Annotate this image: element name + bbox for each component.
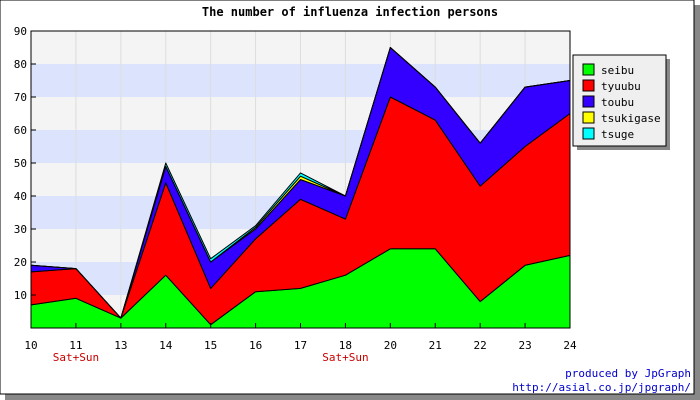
y-tick-label: 90 — [14, 25, 27, 38]
category-note: Sat+Sun — [322, 351, 368, 364]
y-tick-label: 40 — [14, 190, 27, 203]
x-axis: 10 11 13 14 15 16 17 18 20 21 22 23 24 — [24, 323, 577, 352]
x-tick-label: 24 — [563, 339, 577, 352]
x-tick-label: 20 — [384, 339, 397, 352]
x-tick-label: 15 — [204, 339, 217, 352]
legend-swatch — [582, 127, 595, 140]
legend: seibu tyuubu toubu tsukigase tsuge — [572, 54, 670, 150]
legend-swatch — [582, 63, 595, 76]
x-tick-label: 14 — [159, 339, 173, 352]
y-tick-label: 10 — [14, 289, 27, 302]
y-tick-label: 60 — [14, 124, 27, 137]
chart-title: The number of influenza infection person… — [202, 5, 498, 19]
y-axis: 10 20 30 40 50 60 70 80 90 — [14, 25, 36, 302]
x-tick-label: 21 — [429, 339, 442, 352]
legend-label: tsukigase — [601, 112, 661, 125]
credit-line-1: produced by JpGraph — [565, 367, 691, 380]
y-tick-label: 80 — [14, 58, 27, 71]
area-series — [30, 47, 571, 329]
y-tick-label: 70 — [14, 91, 27, 104]
x-tick-label: 16 — [249, 339, 262, 352]
x-tick-label: 17 — [294, 339, 307, 352]
x-tick-label: 22 — [474, 339, 487, 352]
legend-label: tyuubu — [601, 80, 641, 93]
x-tick-label: 10 — [24, 339, 37, 352]
legend-swatch — [582, 111, 595, 124]
x-tick-label: 11 — [69, 339, 82, 352]
legend-label: seibu — [601, 64, 634, 77]
legend-label: toubu — [601, 96, 634, 109]
legend-label: tsuge — [601, 128, 634, 141]
x-tick-label: 23 — [518, 339, 531, 352]
x-tick-label: 18 — [339, 339, 352, 352]
credit-line-2: http://asial.co.jp/jpgraph/ — [512, 381, 691, 394]
y-tick-label: 50 — [14, 157, 27, 170]
legend-swatch — [582, 95, 595, 108]
x-tick-label: 13 — [114, 339, 127, 352]
category-notes: Sat+Sun Sat+Sun — [53, 351, 369, 364]
category-note: Sat+Sun — [53, 351, 99, 364]
legend-swatch — [582, 79, 595, 92]
y-tick-label: 20 — [14, 256, 27, 269]
y-tick-label: 30 — [14, 223, 27, 236]
